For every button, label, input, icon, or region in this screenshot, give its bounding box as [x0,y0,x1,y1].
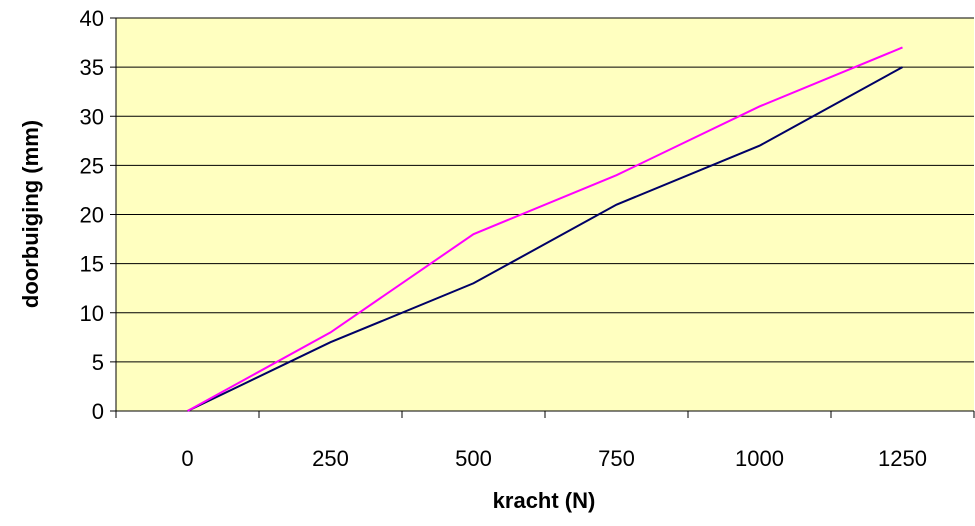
y-tick-label: 15 [80,252,104,277]
x-axis-title: kracht (N) [493,488,596,513]
x-tick-label: 750 [598,446,635,471]
y-tick-label: 0 [92,399,104,424]
y-tick-label: 40 [80,6,104,31]
x-tick-label: 500 [455,446,492,471]
axes [110,17,975,418]
x-tick-label: 1250 [878,446,927,471]
y-tick-label: 10 [80,301,104,326]
y-tick-label: 5 [92,350,104,375]
y-axis-title: doorbuiging (mm) [18,120,43,308]
y-tick-label: 25 [80,153,104,178]
y-tick-label: 20 [80,203,104,228]
x-tick-label: 1000 [735,446,784,471]
series-line-2 [187,46,903,412]
series-lines [187,46,903,412]
x-tick-labels: 0 250 500 750 1000 1250 [181,446,927,471]
x-tick-label: 0 [181,446,193,471]
gridlines [116,17,974,363]
y-tick-label: 30 [80,104,104,129]
y-tick-label: 35 [80,55,104,80]
y-tick-labels: 0 5 10 15 20 25 30 35 40 [80,6,104,424]
series-line-1 [187,66,903,412]
x-tick-label: 250 [312,446,349,471]
